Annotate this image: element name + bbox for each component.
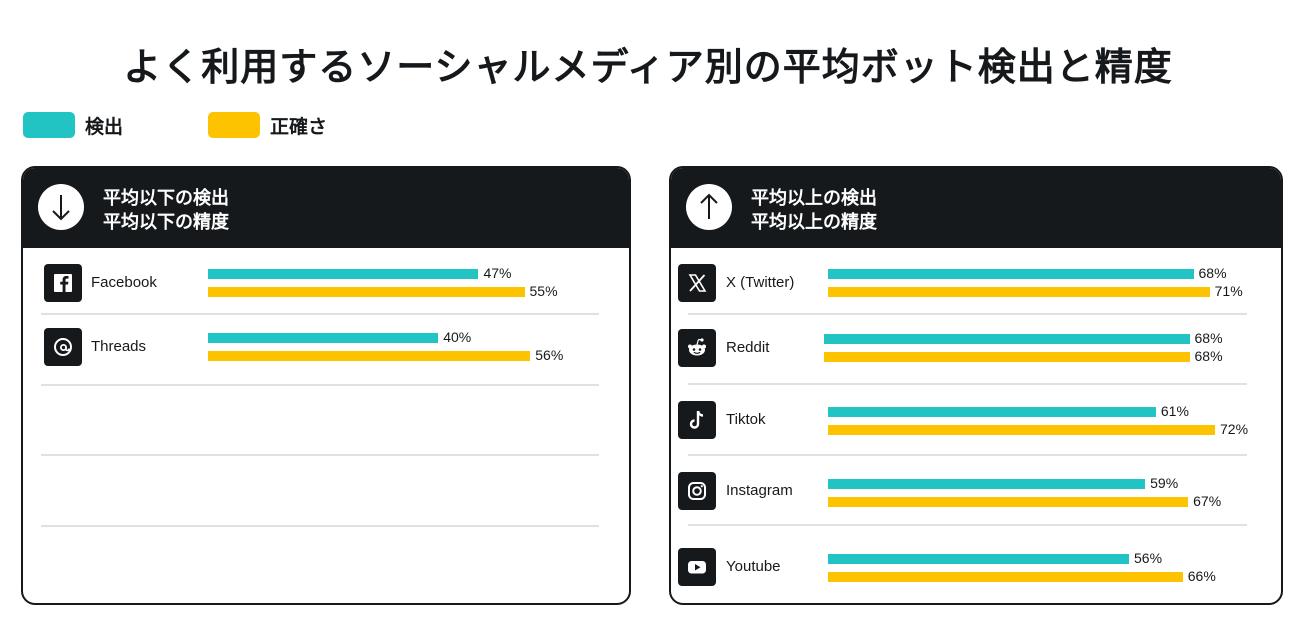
accuracy-bar xyxy=(828,287,1210,297)
tiktok-icon xyxy=(678,401,716,439)
chart-title: よく利用するソーシャルメディア別の平均ボット検出と精度 xyxy=(123,45,1173,89)
panel-heading-line-1: 平均以下の検出 xyxy=(103,188,229,209)
arrow-down-icon xyxy=(38,184,84,230)
detection-bar xyxy=(828,479,1146,489)
detection-bar xyxy=(828,407,1156,417)
row-divider xyxy=(688,313,1247,315)
row-divider xyxy=(688,383,1247,385)
accuracy-value-label: 66% xyxy=(1187,568,1216,584)
detection-value-label: 59% xyxy=(1150,475,1179,491)
detection-bar xyxy=(208,333,439,343)
accuracy-bar xyxy=(208,351,531,361)
detection-value-label: 61% xyxy=(1160,403,1189,419)
legend-item-accuracy: 正確さ xyxy=(208,112,327,138)
legend-swatch-detection xyxy=(23,112,75,138)
arrow-up-icon xyxy=(686,184,732,230)
legend-label-accuracy: 正確さ xyxy=(270,115,328,138)
detection-value-label: 68% xyxy=(1194,330,1223,346)
accuracy-value-label: 72% xyxy=(1220,421,1249,437)
platform-name: Tiktok xyxy=(726,411,766,428)
platform-name: Youtube xyxy=(726,558,781,575)
facebook-icon xyxy=(44,264,82,302)
row-divider xyxy=(41,525,599,527)
platform-name: Instagram xyxy=(726,482,793,499)
accuracy-bar xyxy=(828,497,1189,507)
accuracy-value-label: 71% xyxy=(1214,283,1243,299)
accuracy-value-label: 56% xyxy=(535,347,564,363)
legend-label-detection: 検出 xyxy=(85,115,124,138)
legend-item-detection: 検出 xyxy=(23,112,123,138)
reddit-icon xyxy=(678,329,716,367)
detection-bar xyxy=(828,269,1194,279)
panel-heading-line-2: 平均以下の精度 xyxy=(103,212,229,233)
detection-bar xyxy=(824,334,1190,344)
threads-icon xyxy=(44,328,82,366)
instagram-icon xyxy=(678,472,716,510)
below-average-panel: 平均以下の検出 平均以下の精度 Facebook 47% 55% Threads 40%… xyxy=(21,166,631,605)
above-average-panel: 平均以上の検出 平均以上の精度 X (Twitter) 68% 71% Reddit 6… xyxy=(669,166,1283,605)
accuracy-value-label: 55% xyxy=(529,283,558,299)
platform-name: Reddit xyxy=(726,339,770,356)
row-divider xyxy=(688,454,1247,456)
accuracy-bar xyxy=(828,425,1215,435)
row-divider xyxy=(41,454,599,456)
row-divider xyxy=(41,384,599,386)
detection-bar xyxy=(828,554,1129,564)
legend-swatch-accuracy xyxy=(208,112,260,138)
panel-header: 平均以下の検出 平均以下の精度 xyxy=(23,168,629,248)
detection-value-label: 56% xyxy=(1134,550,1163,566)
accuracy-bar xyxy=(828,572,1183,582)
panel-heading-line-1: 平均以上の検出 xyxy=(751,188,877,209)
x-twitter-icon xyxy=(678,264,716,302)
detection-value-label: 68% xyxy=(1198,265,1227,281)
accuracy-value-label: 68% xyxy=(1194,348,1223,364)
platform-name: Threads xyxy=(91,338,147,355)
row-divider xyxy=(688,524,1247,526)
row-divider xyxy=(41,313,599,315)
accuracy-bar xyxy=(208,287,525,297)
panel-header: 平均以上の検出 平均以上の精度 xyxy=(671,168,1281,248)
panel-heading-line-2: 平均以上の精度 xyxy=(751,212,877,233)
detection-value-label: 40% xyxy=(443,329,472,345)
platform-name: Facebook xyxy=(91,274,157,291)
accuracy-value-label: 67% xyxy=(1193,493,1222,509)
platform-name: X (Twitter) xyxy=(726,274,795,291)
detection-value-label: 47% xyxy=(483,265,512,281)
youtube-icon xyxy=(678,548,716,586)
accuracy-bar xyxy=(824,352,1190,362)
detection-bar xyxy=(208,269,479,279)
